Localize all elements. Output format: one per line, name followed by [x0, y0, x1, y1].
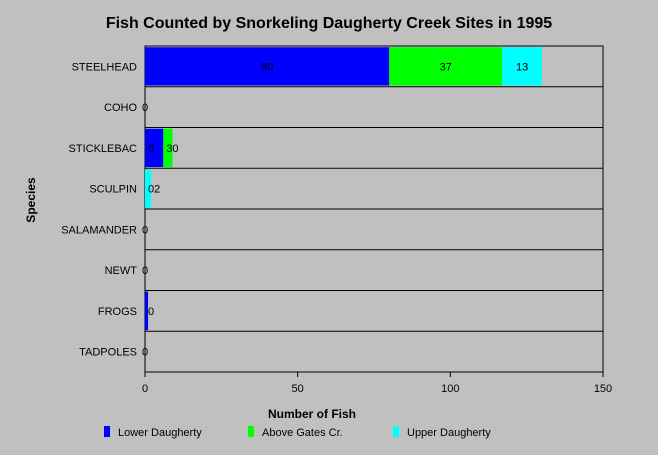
x-axis-title: Number of Fish	[268, 407, 356, 421]
category-label: STEELHEAD	[72, 61, 137, 73]
legend-swatch	[104, 426, 110, 437]
data-label: 0	[142, 347, 148, 359]
bar-segment	[145, 291, 149, 331]
category-labels: STEELHEAD COHO STICKLEBAC SCULPIN SALAMANDER…	[61, 61, 137, 358]
gridlines	[145, 86, 603, 332]
chart-title: Fish Counted by Snorkeling Daugherty Cre…	[106, 15, 552, 32]
data-label: 30	[166, 143, 178, 155]
x-tick-label: 50	[292, 383, 304, 395]
x-tick-label: 100	[441, 383, 459, 395]
legend: Lower Daugherty Above Gates Cr. Upper Daug…	[104, 426, 491, 439]
x-tick-label: 0	[142, 383, 148, 395]
bars	[145, 47, 542, 331]
bar-segment	[145, 128, 164, 168]
data-label: 02	[148, 184, 160, 196]
data-label: 37	[440, 61, 452, 73]
data-label: 0	[142, 224, 148, 236]
x-tick-label: 150	[594, 383, 612, 395]
data-label: 0	[142, 102, 148, 114]
legend-swatch	[248, 426, 254, 437]
legend-label: Upper Daugherty	[407, 427, 491, 439]
bar-segment	[163, 128, 173, 168]
category-label: NEWT	[105, 265, 138, 277]
legend-swatch	[393, 426, 399, 437]
data-label: 13	[516, 61, 528, 73]
category-label: STICKLEBAC	[69, 143, 138, 155]
bar-segment	[145, 47, 390, 86]
legend-label: Above Gates Cr.	[262, 427, 343, 439]
category-label: COHO	[104, 102, 137, 114]
category-label: SCULPIN	[89, 184, 137, 196]
category-label: FROGS	[98, 306, 137, 318]
category-label: SALAMANDER	[61, 224, 137, 236]
bar-segment	[502, 47, 542, 86]
x-axis-ticks: 0 50 100 150	[142, 372, 612, 395]
data-label: 0	[142, 265, 148, 277]
data-label: 6	[148, 143, 154, 155]
data-label: 80	[261, 61, 273, 73]
bar-segment	[389, 47, 503, 86]
category-label: TADPOLES	[79, 347, 137, 359]
y-axis-title: Species	[24, 177, 38, 223]
data-label: 0	[148, 306, 154, 318]
data-labels: 80 37 13 0 6 30 02 0 0 0 0	[142, 61, 528, 358]
bar-segment	[145, 169, 152, 208]
legend-label: Lower Daugherty	[118, 427, 202, 439]
